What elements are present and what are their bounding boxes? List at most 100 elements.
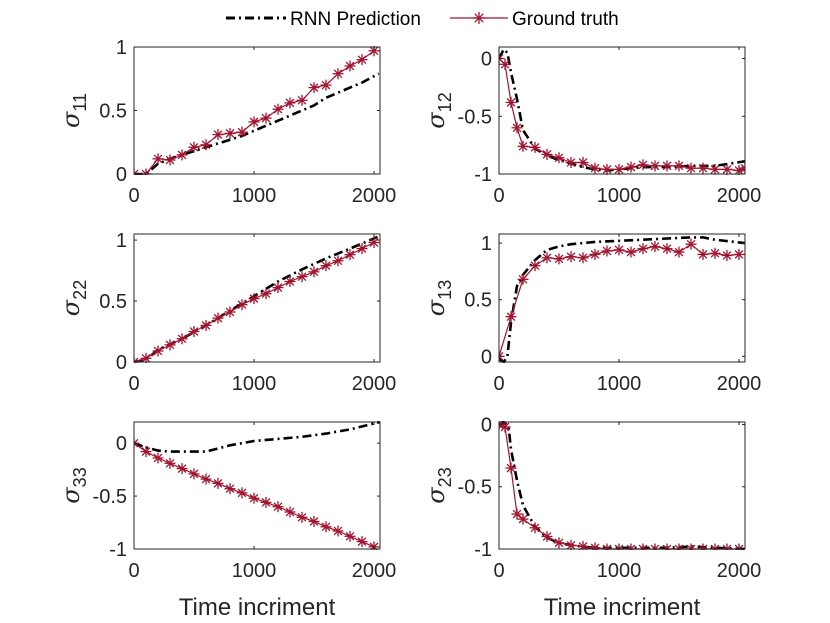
sigma_12-truth-point xyxy=(697,162,709,174)
sigma_11-truth-point xyxy=(260,112,272,124)
sigma_22-axes-box xyxy=(133,233,381,363)
sigma_33-xtick-label: 0 xyxy=(128,560,139,582)
sigma_11-truth-point xyxy=(344,60,356,72)
sigma_11-series xyxy=(134,46,380,175)
sigma_11-ylabel: σ11 xyxy=(57,93,90,128)
sigma_11-truth-point xyxy=(248,116,260,128)
sigma_11-xtick-label: 0 xyxy=(128,185,139,207)
sigma_11-truth-point xyxy=(284,97,296,109)
sigma_33-ylabel: σ33 xyxy=(57,467,90,503)
sigma_23-axes-box xyxy=(498,421,746,550)
sigma_13-axes-box xyxy=(498,233,746,363)
sigma_22-truth-point xyxy=(212,312,224,324)
sigma_12-ytick-label: -1 xyxy=(474,164,492,186)
sigma_13-ytick-label: 0.5 xyxy=(464,290,492,312)
sigma_33-truth-point xyxy=(332,525,344,537)
sigma_22-truth-point xyxy=(284,276,296,287)
sigma_23-ytick-label: -1 xyxy=(474,539,492,561)
sigma_33-truth-point xyxy=(152,452,164,464)
sigma_11-truth-point xyxy=(320,79,332,91)
sigma_11-truth-point xyxy=(164,154,176,166)
sigma_22-series xyxy=(134,235,380,363)
sigma_12-truth-point xyxy=(517,140,529,152)
sigma_33-truth-point xyxy=(248,492,260,504)
sigma_13-truth-point xyxy=(541,252,553,264)
sigma_33-truth-point xyxy=(200,473,212,485)
sigma_22-truth-point xyxy=(272,282,284,294)
sigma_23-truth-point xyxy=(511,508,523,520)
sigma_33-truth-point xyxy=(272,501,284,513)
sigma_13-ytick-label: 1 xyxy=(481,233,492,255)
sigma_13-truth-point xyxy=(709,247,721,259)
sigma_22-truth-point xyxy=(224,306,236,318)
sigma_22-xtick-label: 0 xyxy=(128,373,139,395)
sigma_13-truth-point xyxy=(697,248,709,260)
sigma_22-truth-point xyxy=(176,333,188,345)
sigma_12-truth-point xyxy=(673,160,685,172)
sigma_33-truth-point xyxy=(260,496,272,508)
sigma_13-ylabel: σ13 xyxy=(422,280,455,316)
sigma_22-truth-point xyxy=(248,293,260,305)
sigma_22-truth-point xyxy=(200,319,212,331)
sigma_33-truth-point xyxy=(188,468,200,480)
sigma_11-truth-point xyxy=(296,94,308,106)
legend-truth-label: Ground truth xyxy=(512,9,619,30)
sigma_33-xlabel: Time incriment xyxy=(179,594,336,621)
sigma_33-series xyxy=(134,421,380,550)
sigma_12-xtick-label: 2000 xyxy=(717,185,762,207)
sigma_23-truth-point xyxy=(505,462,517,474)
sigma_22-ytick-label: 0.5 xyxy=(99,291,127,313)
sigma_13-xtick-label: 2000 xyxy=(717,373,762,395)
sigma_11-ytick-label: 0.5 xyxy=(99,101,127,123)
sigma_12-truth-point xyxy=(541,148,553,160)
sigma_12-ylabel: σ12 xyxy=(422,92,455,128)
panel-sigma_12: 0 1000 2000 -1 -0.5 0 σ12 xyxy=(422,46,762,207)
sigma_12-truth-point xyxy=(637,159,649,171)
sigma_33-ytick-label: 0 xyxy=(116,433,127,455)
sigma_33-truth-point xyxy=(140,446,152,458)
sigma_33-truth-point xyxy=(296,511,308,523)
sigma_13-truth-point xyxy=(613,244,625,256)
sigma_23-rnn-line xyxy=(499,421,745,550)
sigma_11-truth-point xyxy=(356,54,368,66)
sigma_22-truth-point xyxy=(296,271,308,283)
sigma_11-ytick-label: 0 xyxy=(116,164,127,186)
sigma_13-truth-point xyxy=(499,350,505,362)
sigma_23-truth-point xyxy=(529,522,541,534)
sigma_33-truth-point xyxy=(176,463,188,475)
sigma_23-ytick-label: 0 xyxy=(481,414,492,436)
sigma_11-truth-point xyxy=(224,127,236,139)
sigma_22-xtick-label: 2000 xyxy=(352,373,397,395)
sigma_13-truth-point xyxy=(529,260,541,272)
sigma_12-truth-point xyxy=(505,96,517,108)
sigma_13-truth-point xyxy=(625,246,637,258)
sigma_23-truth-point xyxy=(499,421,511,433)
sigma_11-xtick-label: 2000 xyxy=(352,185,397,207)
sigma_33-truth-point xyxy=(356,536,368,548)
sigma_33-truth-point xyxy=(308,516,320,527)
sigma_11-truth-point xyxy=(308,82,320,94)
sigma_33-truth-point xyxy=(164,457,176,469)
legend-rnn-label: RNN Prediction xyxy=(290,9,421,30)
sigma_13-xtick-label: 1000 xyxy=(597,373,642,395)
sigma_11-truth-point xyxy=(200,139,212,151)
legend: RNN Prediction Ground truth xyxy=(226,9,619,30)
sigma_23-ytick-label: -0.5 xyxy=(458,477,492,499)
sigma_12-truth-point xyxy=(577,157,589,168)
sigma_22-truth-point xyxy=(344,249,356,261)
sigma_22-xtick-label: 1000 xyxy=(232,373,277,395)
sigma_13-truth-point xyxy=(589,248,601,260)
panel-sigma_23: 0 1000 2000 -1 -0.5 0 σ23 Time incriment xyxy=(422,414,761,621)
sigma_22-truth-point xyxy=(152,345,164,357)
sigma_33-xtick-label: 1000 xyxy=(232,560,277,582)
sigma_12-truth-point xyxy=(511,122,523,134)
sigma_33-truth-point xyxy=(224,483,236,495)
sigma_12-xtick-label: 0 xyxy=(493,185,504,207)
sigma_12-ytick-label: -0.5 xyxy=(458,106,492,128)
sigma_12-truth-point xyxy=(721,163,733,175)
sigma_23-xtick-label: 0 xyxy=(493,560,504,582)
panel-sigma_11: 0 1000 2000 0 0.5 1 σ11 xyxy=(57,37,396,207)
sigma_33-truth-point xyxy=(284,506,296,518)
sigma_23-series xyxy=(499,421,745,550)
